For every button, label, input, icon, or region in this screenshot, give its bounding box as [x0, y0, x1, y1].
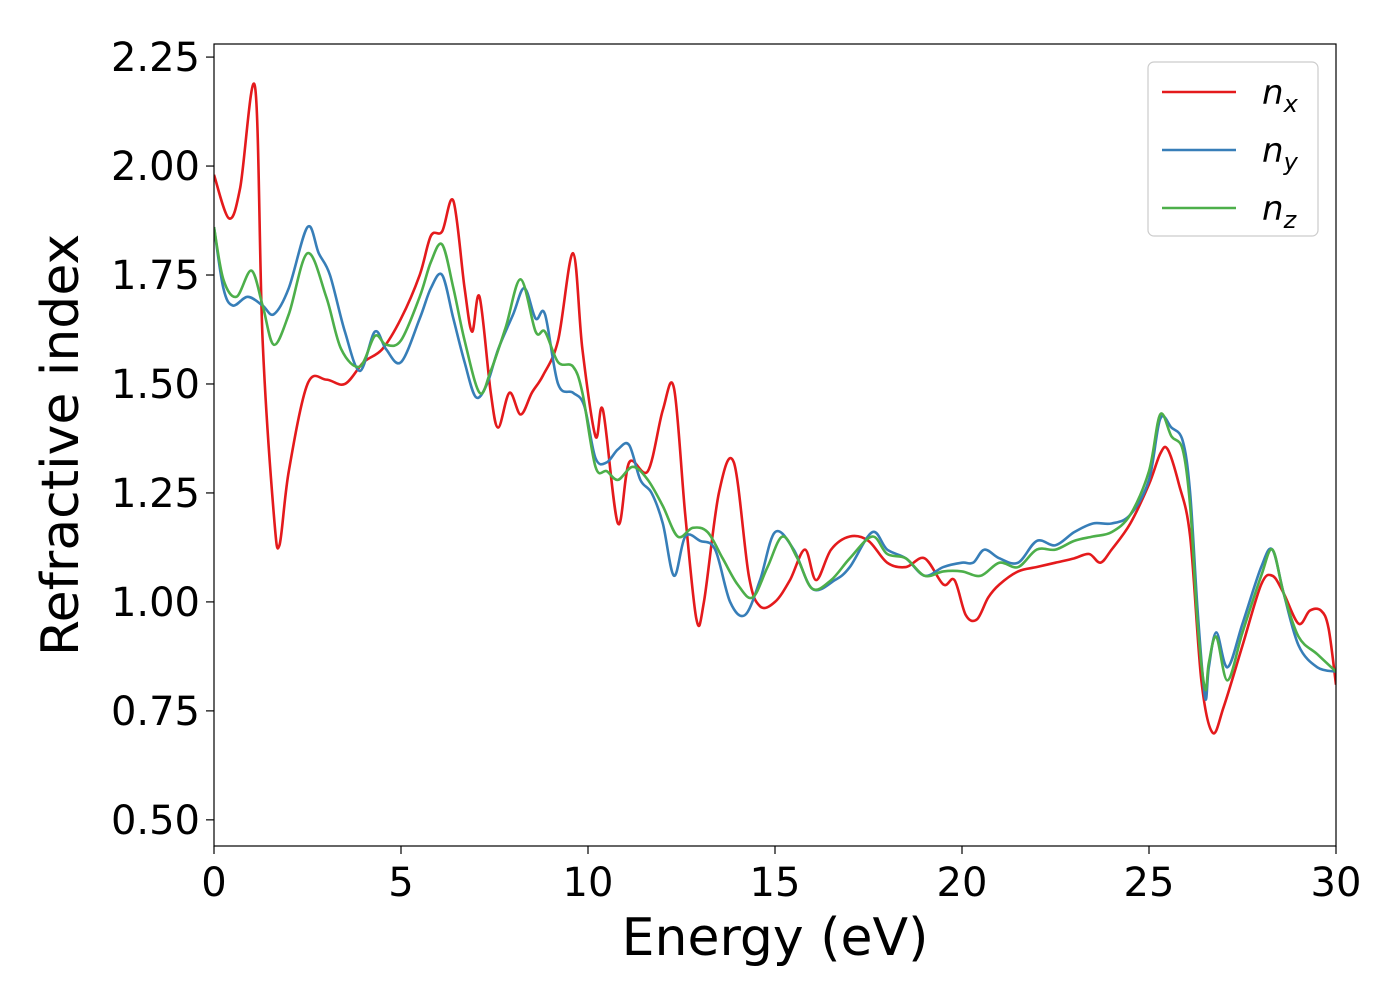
- y-tick-label: 1.50: [111, 362, 200, 408]
- y-tick-label: 1.00: [111, 580, 200, 626]
- y-tick-label: 0.75: [111, 689, 200, 735]
- legend-label-nz: nz: [1262, 189, 1298, 234]
- x-tick-label: 10: [563, 860, 614, 906]
- legend: nx ny nz: [1147, 61, 1319, 237]
- y-tick-label: 1.25: [111, 471, 200, 517]
- series-line-nx: [214, 82, 1336, 735]
- series-line-ny: [214, 224, 1336, 701]
- legend-label-nx: nx: [1262, 73, 1299, 118]
- x-axis-ticks: 0 5 10 15 20 25 30: [201, 846, 1361, 906]
- x-tick-label: 25: [1124, 860, 1175, 906]
- x-tick-label: 30: [1311, 860, 1362, 906]
- legend-label-ny: ny: [1262, 131, 1299, 176]
- series-line-nz: [214, 226, 1336, 692]
- x-tick-label: 0: [201, 860, 226, 906]
- series-lines: [214, 82, 1336, 735]
- y-tick-label: 2.25: [111, 35, 200, 81]
- y-axis-title: Refractive index: [31, 234, 91, 656]
- x-tick-label: 5: [388, 860, 413, 906]
- x-tick-label: 15: [750, 860, 801, 906]
- y-axis-ticks: 0.50 0.75 1.00 1.25 1.50 1.75 2.00 2.25: [111, 35, 214, 844]
- y-tick-label: 2.00: [111, 144, 200, 190]
- y-tick-label: 0.50: [111, 798, 200, 844]
- y-tick-label: 1.75: [111, 253, 200, 299]
- x-axis-title: Energy (eV): [622, 908, 929, 968]
- x-tick-label: 20: [937, 860, 988, 906]
